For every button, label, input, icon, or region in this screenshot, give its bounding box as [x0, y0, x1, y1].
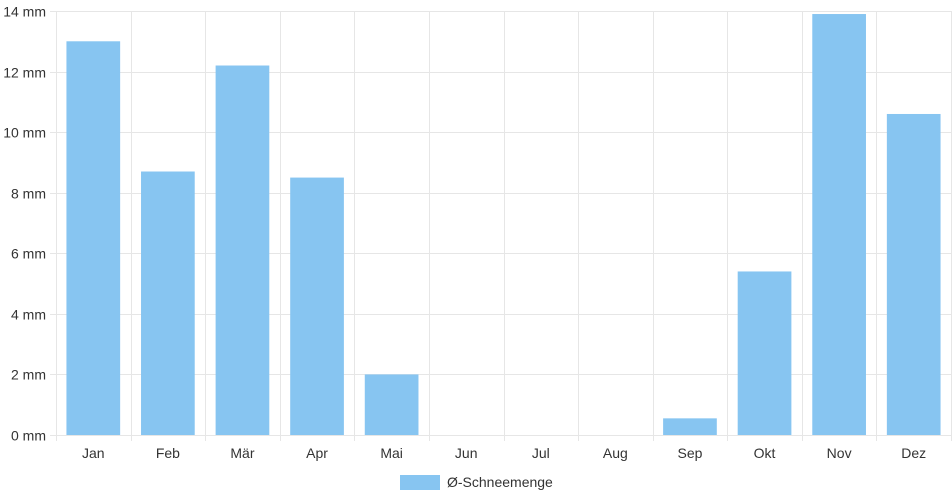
- bar-Dez[interactable]: [886, 113, 941, 435]
- bar-Jan[interactable]: [66, 41, 121, 436]
- y-axis: 0 mm 2 mm 4 mm 6 mm 8 mm 10 mm 12 mm 14 mm: [3, 4, 46, 444]
- x-tick-label: Jun: [455, 445, 478, 461]
- y-tick-label: 14 mm: [3, 4, 46, 20]
- bar-Okt[interactable]: [737, 271, 792, 435]
- bar-Nov[interactable]: [812, 14, 866, 436]
- x-tick-label: Feb: [156, 445, 180, 461]
- bar-Mär[interactable]: [215, 65, 270, 435]
- bar-Feb[interactable]: [141, 171, 195, 435]
- x-axis: Jan Feb Mär Apr Mai Jun Jul Aug Sep Okt Nov Dez: [82, 445, 926, 461]
- x-tick-label: Apr: [306, 445, 328, 461]
- y-tick-label: 12 mm: [3, 65, 46, 81]
- y-tick-label: 2 mm: [11, 367, 46, 383]
- x-tick-label: Jan: [82, 445, 105, 461]
- grid: [50, 11, 952, 441]
- x-tick-label: Dez: [901, 445, 926, 461]
- x-tick-label: Okt: [754, 445, 776, 461]
- snow-chart: 0 mm 2 mm 4 mm 6 mm 8 mm 10 mm 12 mm 14 mm Jan F…: [3, 4, 952, 461]
- x-tick-label: Mär: [230, 445, 254, 461]
- bar-Mai[interactable]: [364, 374, 419, 435]
- x-tick-label: Aug: [603, 445, 628, 461]
- legend[interactable]: Ø-Schneemenge: [400, 473, 553, 491]
- x-tick-label: Nov: [827, 445, 852, 461]
- y-tick-label: 4 mm: [11, 307, 46, 323]
- x-tick-label: Mai: [380, 445, 403, 461]
- bar-Apr[interactable]: [290, 177, 344, 436]
- bar-Sep[interactable]: [663, 418, 717, 435]
- y-tick-label: 0 mm: [11, 428, 46, 444]
- x-tick-label: Sep: [677, 445, 702, 461]
- bars: [66, 14, 941, 436]
- y-tick-label: 10 mm: [3, 125, 46, 141]
- y-tick-label: 6 mm: [11, 246, 46, 262]
- x-tick-label: Jul: [532, 445, 550, 461]
- legend-label: Ø-Schneemenge: [447, 474, 553, 490]
- y-tick-label: 8 mm: [11, 186, 46, 202]
- legend-swatch: [400, 474, 440, 490]
